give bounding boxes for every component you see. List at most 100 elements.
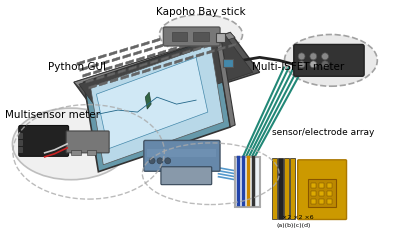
Polygon shape [90,64,98,69]
Circle shape [165,158,171,164]
Bar [327,191,332,196]
Polygon shape [84,38,230,172]
Polygon shape [215,41,222,46]
Polygon shape [185,56,193,61]
FancyBboxPatch shape [294,45,364,77]
Circle shape [298,61,305,69]
Polygon shape [118,70,126,74]
Bar [236,158,259,206]
FancyBboxPatch shape [19,126,68,157]
Polygon shape [169,48,176,53]
Polygon shape [140,63,147,68]
Polygon shape [144,48,152,53]
Bar [193,33,209,42]
Polygon shape [218,47,225,52]
Bar [172,33,187,42]
Polygon shape [228,44,236,49]
Polygon shape [153,66,161,71]
Circle shape [310,54,317,61]
Circle shape [149,158,155,164]
Text: ×2 ×2 ×6: ×2 ×2 ×6 [276,214,314,219]
Polygon shape [126,60,134,65]
Polygon shape [74,33,260,122]
Bar [284,158,289,219]
Polygon shape [182,50,190,55]
FancyBboxPatch shape [161,167,212,185]
Polygon shape [74,33,235,88]
Bar [308,179,336,207]
Polygon shape [204,44,212,49]
Text: Multisensor meter: Multisensor meter [5,110,100,120]
Polygon shape [86,79,94,84]
Polygon shape [131,45,138,50]
FancyBboxPatch shape [144,141,220,172]
Polygon shape [109,52,117,56]
Polygon shape [98,55,106,60]
Bar [290,158,295,219]
Polygon shape [89,85,96,90]
Bar [272,158,277,219]
Polygon shape [94,70,101,75]
Polygon shape [99,82,107,87]
Circle shape [322,54,328,61]
Polygon shape [123,54,131,59]
Polygon shape [147,54,155,59]
Polygon shape [110,79,118,83]
Polygon shape [152,39,160,44]
Polygon shape [166,42,174,47]
Polygon shape [164,63,172,68]
Text: Python GUI: Python GUI [48,62,106,72]
Polygon shape [190,41,198,46]
FancyBboxPatch shape [163,28,220,47]
Bar [71,150,81,155]
Polygon shape [155,45,163,50]
Bar [147,149,216,157]
Text: Kapoho Bay stick: Kapoho Bay stick [156,7,246,17]
Polygon shape [107,73,115,78]
Bar [319,183,324,188]
Bar [216,33,225,43]
Bar [18,140,22,145]
Bar [311,183,316,188]
Polygon shape [142,69,150,74]
Bar [18,133,22,138]
Polygon shape [145,93,151,110]
Polygon shape [88,58,96,63]
Polygon shape [96,58,208,149]
Bar [311,191,316,196]
Polygon shape [161,57,169,62]
Polygon shape [134,51,141,56]
Polygon shape [120,48,128,53]
Bar [278,158,283,219]
Bar [311,199,316,204]
Bar [87,150,96,155]
Circle shape [322,61,328,69]
Polygon shape [77,61,85,66]
Bar [18,147,22,152]
Text: sensor/electrode array: sensor/electrode array [272,128,375,137]
Circle shape [298,54,305,61]
Polygon shape [207,50,215,55]
Polygon shape [80,67,88,72]
Text: Multi-ISFET meter: Multi-ISFET meter [252,62,344,72]
Bar [319,191,324,196]
FancyBboxPatch shape [66,132,109,153]
Polygon shape [196,53,204,58]
Circle shape [157,158,163,164]
Polygon shape [193,47,201,52]
Polygon shape [96,76,104,81]
FancyBboxPatch shape [298,160,346,219]
Polygon shape [121,75,129,80]
Polygon shape [83,73,90,78]
Polygon shape [104,67,112,72]
Polygon shape [141,42,149,47]
Polygon shape [112,57,120,62]
Polygon shape [176,39,184,44]
Polygon shape [216,36,235,128]
Polygon shape [158,51,166,56]
Polygon shape [180,44,187,49]
Polygon shape [132,72,140,77]
Ellipse shape [284,35,377,87]
Polygon shape [101,61,109,66]
Polygon shape [174,59,182,65]
